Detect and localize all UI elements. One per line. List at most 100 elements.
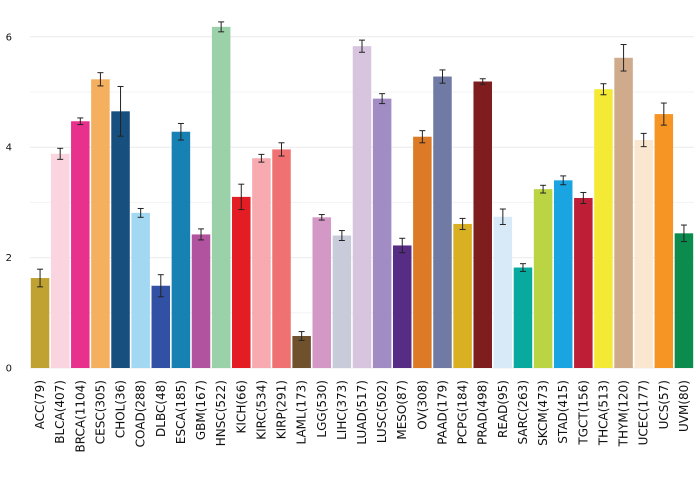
bar-ucs	[654, 114, 674, 368]
x-tick-label: PAAD(179)	[435, 380, 449, 445]
bar-thym	[614, 57, 633, 368]
x-tick-label: PCPG(184)	[456, 380, 470, 444]
x-tick-label: PRAD(498)	[476, 380, 490, 445]
error-bar	[519, 263, 526, 272]
x-tick-label: HNSC(522)	[214, 380, 228, 446]
bar-paad	[433, 76, 452, 368]
x-tick-label: READ(95)	[496, 380, 510, 438]
x-tick-label: GBM(167)	[194, 380, 208, 440]
y-tick-label: 6	[6, 32, 12, 43]
x-tick-label: COAD(288)	[134, 380, 148, 447]
y-tick-label: 2	[6, 253, 12, 264]
y-tick-label: 4	[6, 143, 12, 154]
error-bar	[560, 175, 567, 186]
bar-brca	[71, 121, 90, 368]
bar-gbm	[191, 234, 211, 368]
x-tick-label: DLBC(48)	[154, 380, 168, 437]
error-bar	[318, 214, 325, 221]
x-tick-label: TGCT(156)	[576, 380, 590, 446]
x-tick-label: KIRP(291)	[275, 380, 289, 439]
x-tick-label: UVM(80)	[677, 380, 691, 432]
bar-stad	[553, 180, 573, 368]
bar-pcpg	[453, 223, 472, 368]
x-tick-label: STAD(415)	[556, 380, 570, 444]
error-bar	[660, 102, 667, 126]
bar-blca	[50, 153, 70, 368]
bar-ov	[413, 136, 432, 368]
error-bar	[77, 117, 84, 126]
bar-thca	[594, 89, 613, 369]
bars	[30, 26, 694, 369]
bar-hnsc	[211, 26, 231, 369]
x-tick-label: UCS(57)	[657, 380, 671, 429]
x-tick-label: THYM(120)	[617, 380, 631, 447]
x-tick-label: ESCA(185)	[174, 380, 188, 444]
x-tick-label: KIRC(534)	[254, 380, 268, 440]
error-bar	[499, 208, 506, 225]
x-tick-label: LUAD(517)	[355, 380, 369, 445]
x-tick-label: LIHC(373)	[335, 380, 349, 440]
bar-meso	[392, 245, 412, 368]
error-bar	[479, 78, 486, 85]
bar-kich	[232, 196, 251, 368]
error-bar	[97, 72, 104, 87]
error-bar	[680, 224, 687, 243]
bar-coad	[131, 212, 150, 368]
bar-tgct	[574, 197, 593, 368]
x-tick-label: THCA(513)	[596, 380, 610, 446]
x-tick-label: MESO(87)	[395, 380, 409, 440]
x-tick-label: SARC(263)	[516, 380, 530, 444]
bar-acc	[30, 278, 50, 368]
error-bar	[57, 147, 64, 160]
error-bar	[258, 153, 265, 163]
bar-laml	[292, 335, 311, 368]
x-tick-label: OV(308)	[415, 380, 429, 430]
bar-luad	[352, 46, 372, 369]
error-bar	[137, 207, 144, 218]
x-tick-label: BLCA(407)	[53, 380, 67, 444]
bar-uvm	[674, 233, 694, 368]
error-bar	[157, 274, 164, 298]
bar-lusc	[372, 98, 392, 369]
bar-read	[493, 216, 513, 368]
bar-ucec	[634, 140, 653, 368]
bar-skcm	[533, 189, 553, 368]
error-bar	[540, 184, 547, 194]
bar-lgg	[312, 217, 332, 368]
bar-prad	[473, 81, 492, 368]
error-bar	[37, 268, 44, 288]
error-bar	[359, 39, 365, 53]
error-bar	[600, 83, 607, 96]
error-bar	[459, 217, 466, 230]
error-bar	[278, 142, 285, 157]
x-tick-label: LAML(173)	[295, 380, 309, 444]
x-tick-label: UCEC(177)	[637, 380, 651, 445]
x-tick-label: CESC(305)	[93, 380, 107, 444]
y-tick-label: 0	[6, 364, 12, 375]
x-tick-label: ACC(79)	[33, 380, 47, 429]
x-tick-label: CHOL(36)	[114, 380, 128, 438]
error-bar	[439, 69, 446, 84]
error-bar	[399, 237, 406, 254]
error-bar	[218, 21, 225, 33]
bar-esca	[171, 131, 191, 368]
y-axis-ticks: 0 2 4 6	[6, 32, 12, 374]
error-bar	[177, 122, 184, 141]
bar-chol	[111, 111, 130, 368]
bar-lihc	[332, 235, 352, 368]
error-bar	[580, 191, 587, 205]
error-bars	[37, 21, 687, 341]
error-bar	[419, 130, 426, 144]
x-tick-label: BRCA(1104)	[73, 380, 87, 452]
bar-cesc	[91, 79, 110, 369]
x-tick-label: LUSC(502)	[375, 380, 389, 443]
bar-kirp	[272, 149, 291, 368]
error-bar	[338, 230, 345, 241]
bar-kirc	[252, 158, 271, 368]
x-tick-label: SKCM(473)	[536, 380, 550, 446]
error-bar	[238, 183, 245, 211]
bar-dlbc	[151, 285, 171, 368]
error-bar	[620, 44, 627, 72]
x-axis-labels: ACC(79) BLCA(407) BRCA(1104) CESC(305) CHOL(…	[33, 380, 691, 452]
